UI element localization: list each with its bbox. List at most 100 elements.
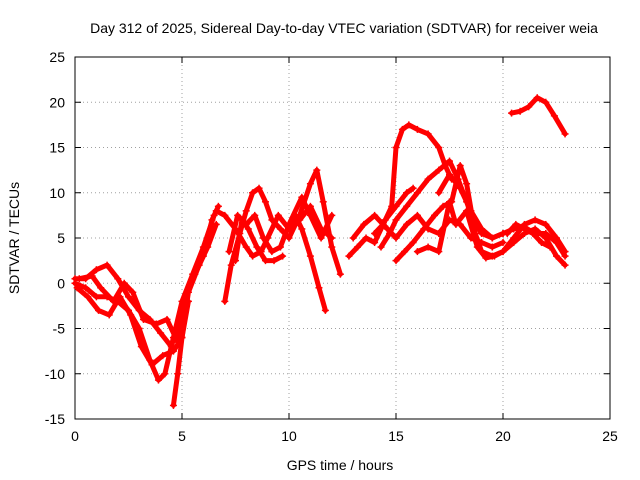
data-point	[409, 239, 417, 247]
data-point	[298, 193, 306, 201]
data-point	[371, 239, 379, 247]
data-point	[71, 279, 79, 287]
data-point	[413, 211, 421, 219]
data-point	[214, 202, 222, 210]
y-tick-label: 25	[49, 49, 65, 65]
data-point	[542, 220, 550, 228]
data-point	[73, 284, 81, 292]
data-point	[531, 216, 539, 224]
series-track-j	[297, 203, 335, 241]
data-point	[251, 211, 259, 219]
data-point	[319, 198, 327, 206]
data-point	[169, 347, 177, 355]
data-point	[195, 261, 203, 269]
data-point	[328, 211, 336, 219]
y-tick-label: 15	[49, 140, 65, 156]
data-point	[353, 243, 361, 251]
data-point	[328, 234, 336, 242]
data-point	[392, 216, 400, 224]
data-point	[499, 239, 507, 247]
data-point	[377, 243, 385, 251]
series-track-m	[378, 158, 506, 250]
data-point	[435, 144, 443, 151]
data-point	[88, 272, 96, 280]
data-point	[225, 248, 233, 256]
data-point	[255, 184, 263, 192]
data-point	[125, 293, 132, 301]
data-point	[553, 239, 560, 247]
data-point	[120, 279, 128, 287]
data-point	[561, 130, 569, 138]
data-point	[508, 109, 516, 117]
data-point	[285, 234, 293, 242]
y-tick-label: -5	[53, 321, 66, 337]
data-point	[276, 243, 284, 251]
data-point	[163, 315, 171, 323]
series-track-i	[226, 194, 335, 255]
data-point	[261, 198, 269, 206]
data-point	[446, 157, 453, 165]
data-point	[276, 225, 284, 233]
x-tick-label: 0	[71, 428, 79, 444]
data-point	[103, 261, 111, 269]
data-point	[413, 125, 421, 133]
data-point	[409, 184, 417, 192]
data-point	[538, 239, 546, 247]
data-point	[152, 320, 160, 328]
y-tick-label: 0	[57, 275, 65, 291]
data-point	[259, 234, 267, 242]
data-point	[306, 180, 314, 188]
data-point	[242, 207, 250, 215]
data-point	[116, 293, 124, 301]
data-point	[249, 189, 257, 197]
data-point	[525, 103, 533, 111]
data-point	[315, 284, 323, 292]
data-point	[274, 211, 282, 219]
data-point	[92, 293, 100, 301]
data-point	[403, 189, 411, 197]
data-point	[279, 252, 287, 260]
data-point	[206, 229, 214, 237]
data-point	[403, 220, 411, 228]
series-track-e	[170, 298, 191, 408]
data-point	[75, 275, 83, 283]
data-point	[244, 225, 252, 233]
data-point	[296, 216, 304, 224]
data-point	[371, 211, 379, 219]
data-point	[512, 220, 520, 228]
data-point	[424, 243, 432, 251]
data-point	[169, 401, 177, 409]
data-point	[306, 202, 314, 210]
data-point	[435, 248, 443, 256]
data-point	[129, 288, 137, 296]
y-axis-label: SDTVAR / TECUs	[6, 182, 22, 294]
data-point	[467, 207, 475, 215]
data-point	[253, 243, 261, 251]
data-point	[533, 94, 541, 102]
data-point	[510, 239, 518, 247]
data-point	[561, 252, 569, 260]
data-point	[270, 257, 278, 265]
data-point	[161, 370, 169, 378]
data-point	[452, 220, 460, 228]
data-point	[210, 211, 218, 219]
data-point	[221, 211, 229, 219]
data-point	[516, 107, 524, 115]
data-point	[84, 293, 92, 301]
data-series	[71, 94, 569, 409]
data-point	[499, 248, 507, 256]
data-point	[184, 288, 192, 296]
data-point	[424, 130, 432, 138]
data-point	[105, 311, 113, 319]
data-point	[405, 121, 413, 129]
data-point	[424, 175, 432, 183]
data-point	[157, 329, 165, 337]
data-point	[398, 125, 406, 133]
data-point	[268, 216, 276, 224]
data-point	[313, 166, 321, 174]
data-point	[97, 284, 105, 292]
data-point	[392, 144, 400, 151]
data-point	[261, 257, 269, 265]
data-point	[154, 376, 162, 384]
